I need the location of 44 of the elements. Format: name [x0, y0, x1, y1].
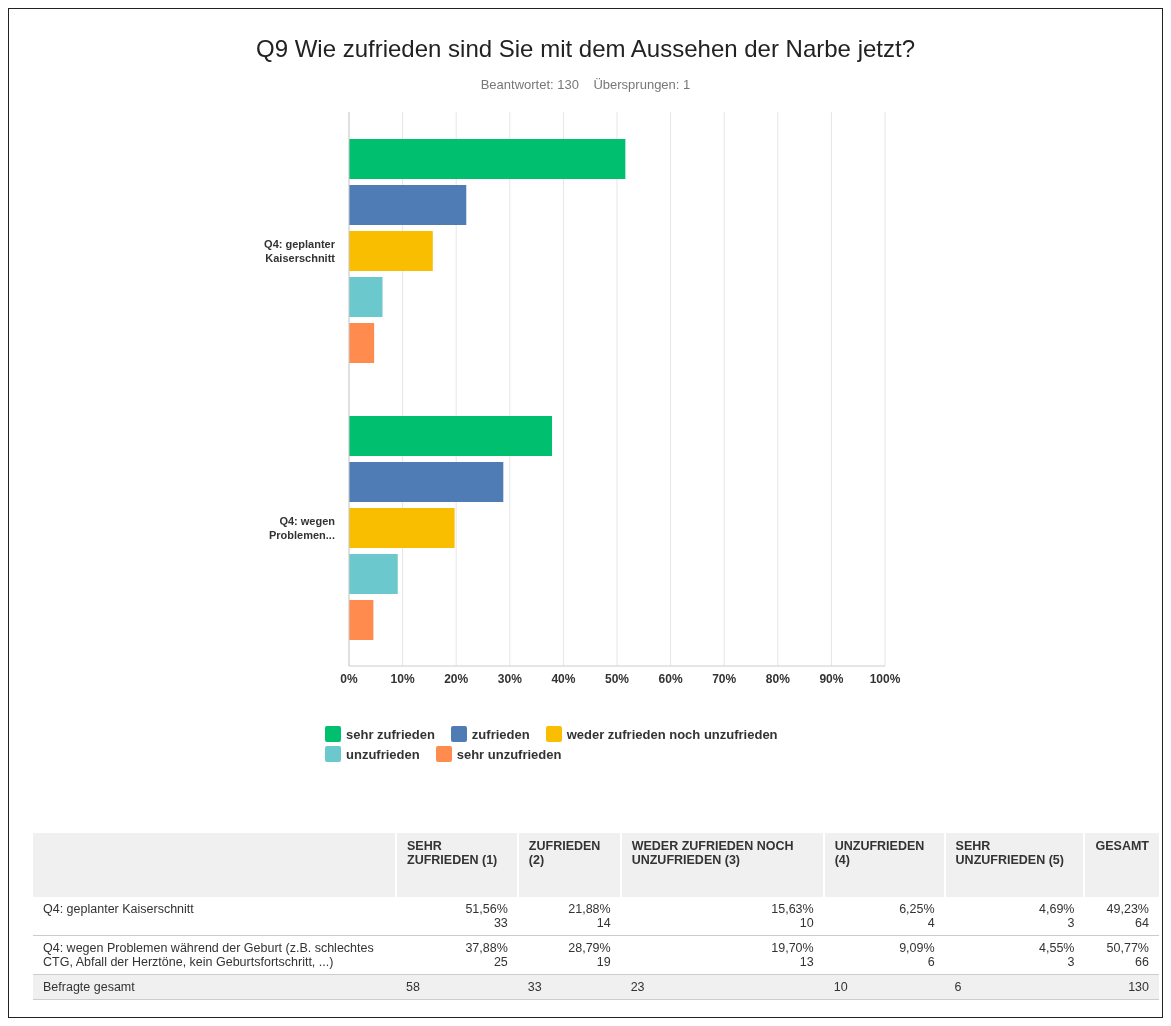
x-tick-label: 40% — [551, 671, 576, 686]
chart-title: Q9 Wie zufrieden sind Sie mit dem Aussehen der Narbe jetzt? — [255, 35, 916, 63]
bar — [349, 508, 455, 548]
text: Q4: geplanter Kaiserschnitt — [42, 901, 195, 918]
x-tick-label: 50% — [604, 671, 630, 686]
text: 9,09% 6 — [898, 940, 936, 971]
legend-label: sehr zufrieden — [346, 726, 435, 742]
chart-subtitle: Beantwortet: 130 Übersprungen: 1 — [479, 77, 692, 92]
text: 15,63% 10 — [770, 901, 815, 932]
x-tick-label: 80% — [765, 671, 791, 686]
bar — [349, 323, 375, 363]
x-tick-label: 0% — [340, 671, 358, 686]
text: 19,70% 13 — [770, 940, 815, 971]
x-tick-label: 10% — [390, 671, 415, 686]
text: 6,25% 4 — [898, 901, 936, 932]
text: Q4: wegen Problemen während der Geburt (z.B. schlechtes CTG, Abfall der Herztöne, kein Geburtsfortschritt, ...) — [42, 940, 375, 971]
table-header-row: SEHR ZUFRIEDEN (1) ZUFRIEDEN (2) WEDER ZUFRIEDEN NOCH UNZUFRIEDEN (3) UNZUFRIEDEN (4) SEHR UNZUFRIEDEN (5) GESAMT — [33, 833, 1159, 897]
bar — [349, 600, 374, 640]
y-tick-label: Q4: wegen Problemen... — [268, 514, 336, 541]
text: 49,23% 64 — [1105, 901, 1150, 932]
x-tick-label: 60% — [658, 671, 683, 686]
x-tick-label: 20% — [444, 671, 469, 686]
legend-label: sehr unzufrieden — [456, 746, 562, 762]
legend-label: unzufrieden — [346, 746, 420, 762]
legend-label: zufrieden — [471, 726, 530, 742]
x-tick-label: 70% — [712, 671, 737, 686]
bar — [349, 462, 504, 502]
x-tick-label: 100% — [869, 671, 901, 686]
text: 50,77% 66 — [1105, 940, 1150, 971]
bar — [349, 416, 553, 456]
text: 21,88% 14 — [567, 901, 612, 932]
x-tick-label: 90% — [819, 671, 844, 686]
bar — [349, 554, 398, 594]
legend-label: weder zufrieden noch unzufrieden — [566, 726, 778, 742]
x-tick-label: 30% — [497, 671, 523, 686]
text: 51,56% 33 — [464, 901, 509, 932]
bar — [349, 277, 383, 317]
bar — [349, 231, 433, 271]
text: 37,88% 25 — [464, 940, 509, 971]
text: 28,79% 19 — [567, 940, 612, 971]
bar — [349, 185, 467, 225]
text: 4,55% 3 — [1038, 940, 1076, 971]
bar — [349, 139, 626, 179]
text: 4,69% 3 — [1038, 901, 1076, 932]
